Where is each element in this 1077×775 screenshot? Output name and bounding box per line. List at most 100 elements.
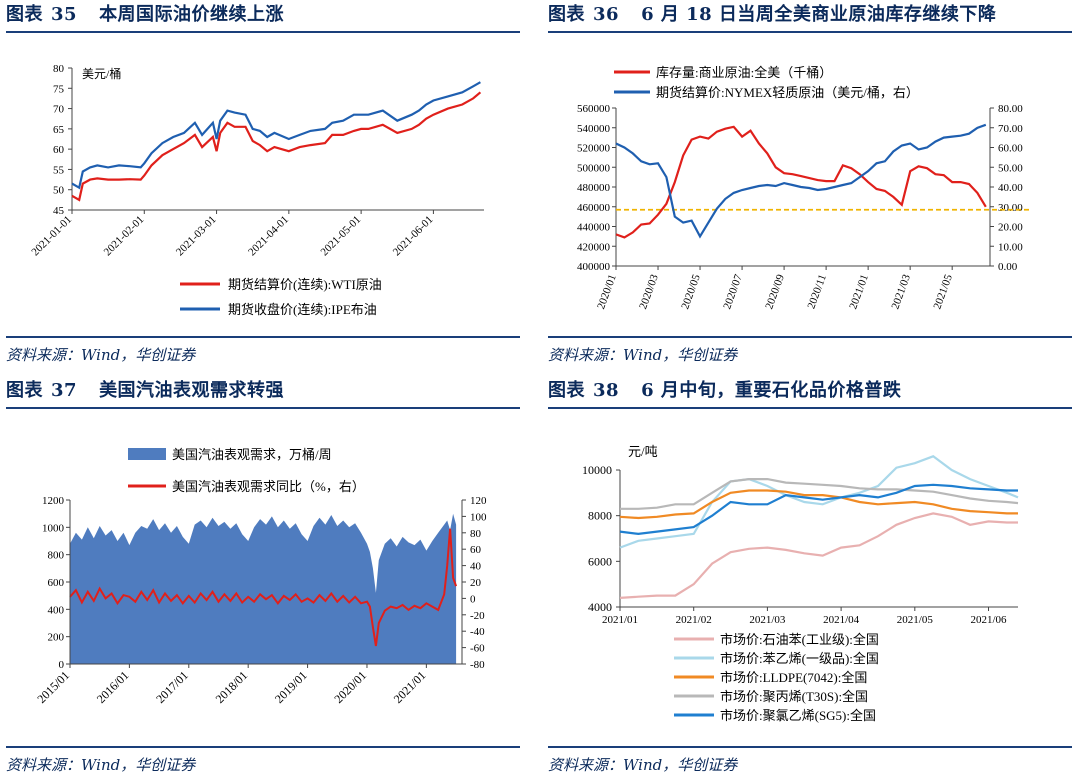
title-number: 36 (593, 4, 620, 25)
y-tick-label: 460000 (577, 202, 611, 214)
y2-tick-label: 80 (470, 528, 482, 540)
y2-tick-label: 100 (470, 511, 487, 523)
x-tick-label: 2021-03-01 (174, 214, 219, 259)
y-tick-label: 45 (53, 205, 65, 217)
title-prefix: 图表 (6, 4, 43, 25)
y-tick-label: 480000 (577, 182, 611, 194)
y-tick-label: 560000 (577, 103, 611, 115)
y2-tick-label: 80.00 (998, 103, 1023, 115)
y2-tick-label: 20 (470, 577, 482, 589)
y2-tick-label: 30.00 (998, 202, 1023, 214)
x-tick-label: 2021/03 (889, 272, 913, 310)
y-tick-label: 1000 (42, 522, 65, 534)
title-rule (548, 407, 1072, 409)
y-tick-label: 0 (59, 659, 65, 671)
chart-panel-35: 图表 35 本周国际油价继续上涨 45 50 55 60 65 70 75 80 美元/桶 2021-… (6, 0, 520, 370)
y-tick-label: 800 (48, 550, 65, 562)
legend-label: 市场价:苯乙烯(一级品):全国 (720, 651, 879, 666)
y-tick-label: 440000 (577, 222, 611, 234)
y-tick-label: 4000 (588, 600, 612, 614)
x-tick-label: 2021-06-01 (391, 214, 436, 259)
y-tick-label: 1200 (42, 495, 65, 507)
y2-tick-label: 0.00 (998, 261, 1018, 273)
y2-tick-label: 40 (470, 561, 482, 573)
y2-tick-label: 0 (470, 593, 476, 605)
legend-label: 市场价:LLDPE(7042):全国 (720, 670, 867, 685)
chart-35-svg: 45 50 55 60 65 70 75 80 美元/桶 2021-01-01 2021-02-01… (29, 63, 484, 317)
source-rule (548, 336, 1072, 338)
x-tick-label: 2020/05 (679, 272, 703, 310)
x-tick-label: 2020/09 (763, 272, 787, 310)
legend-label: 市场价:石油苯(工业级):全国 (720, 632, 879, 647)
y-tick-label: 50 (53, 185, 65, 197)
title-number: 38 (593, 380, 620, 401)
title-rule (6, 407, 520, 409)
x-tick-label: 2021-01-01 (29, 214, 74, 259)
series-line-1 (71, 91, 482, 202)
y2-tick-label: 60 (470, 544, 482, 556)
x-tick-label: 2021/01 (847, 273, 871, 311)
chart-panel-37: 图表 37 美国汽油表观需求转强 0 200 400 600 800 1000 1200 -80-… (6, 376, 520, 775)
title-rule (548, 31, 1072, 33)
series-line-4 (620, 478, 1019, 510)
y2-tick-label: -60 (470, 643, 485, 655)
y-tick-label: 80 (53, 63, 65, 75)
y2-tick-label: 20.00 (998, 222, 1023, 234)
series-line-2 (615, 123, 987, 239)
series-line-3 (619, 489, 1018, 520)
chart-title-36: 图表 36 6 月 18 日当周全美商业原油库存继续下降 (548, 0, 996, 30)
y2-tick-label: 120 (470, 495, 487, 507)
series-line-2 (619, 455, 1019, 549)
y-tick-label: 420000 (577, 241, 611, 253)
chart-source-36: 资料来源：Wind，华创证券 (548, 346, 738, 364)
title-rule (6, 31, 520, 33)
x-tick-label: 2021-02-01 (102, 214, 147, 259)
y-tick-label: 500000 (577, 162, 611, 174)
x-tick-label: 2021/01 (391, 668, 429, 706)
source-rule (548, 746, 1072, 748)
x-tick-label: 2021-04-01 (246, 214, 291, 259)
y-tick-label: 70 (53, 104, 65, 116)
y-axis-label: 美元/桶 (82, 66, 121, 81)
chart-panel-36: 图表 36 6 月 18 日当周全美商业原油库存继续下降 400000 420000 4… (548, 0, 1072, 370)
x-tick-label: 2021/03 (749, 614, 786, 626)
y-axis-label: 元/吨 (628, 444, 658, 459)
chart-panel-38: 图表 38 6 月中旬，重要石化品价格普跌 4000 6000 8000 10000 元/吨… (548, 376, 1072, 775)
x-tick-label: 2021/01 (602, 614, 638, 626)
x-tick-label: 2021/06 (970, 614, 1007, 626)
title-text: 6 月中旬，重要石化品价格普跌 (641, 380, 902, 401)
chart-source-37: 资料来源：Wind，华创证券 (6, 756, 196, 774)
y-tick-label: 60 (53, 144, 65, 156)
legend-label: 期货结算价(连续):WTI原油 (228, 277, 382, 292)
x-tick-label: 2020/03 (637, 272, 661, 310)
x-tick-label: 2021/04 (823, 614, 860, 626)
x-tick-label: 2016/01 (94, 668, 132, 706)
y2-tick-label: 70.00 (998, 123, 1023, 135)
x-tick-label: 2020/01 (595, 273, 619, 311)
x-tick-label: 2020/01 (331, 668, 369, 706)
chart-37-svg: 0 200 400 600 800 1000 1200 -80 -60 -40 -20 0 20 40 60… (34, 447, 487, 706)
y-tick-label: 540000 (577, 123, 611, 135)
series-line-1 (619, 512, 1018, 599)
chart-38-svg: 4000 6000 8000 10000 元/吨 2021/01 2021/02 2021/0… (582, 444, 1019, 723)
x-tick-label: 2021/02 (676, 614, 712, 626)
series-line-2 (69, 528, 458, 647)
source-rule (6, 336, 520, 338)
y-tick-label: 600 (48, 577, 65, 589)
x-tick-label: 2021/05 (897, 614, 934, 626)
y-tick-label: 520000 (577, 143, 611, 155)
legend-label: 库存量:商业原油:全美（千桶） (656, 65, 832, 80)
y2-tick-label: 40.00 (998, 182, 1023, 194)
legend-label: 市场价:聚丙烯(T30S):全国 (720, 689, 868, 704)
x-tick-label: 2018/01 (213, 668, 251, 706)
y2-tick-label: 50.00 (998, 162, 1023, 174)
y-tick-label: 75 (53, 83, 65, 95)
y2-tick-label: 10.00 (998, 241, 1023, 253)
title-number: 35 (51, 4, 78, 25)
title-prefix: 图表 (6, 380, 43, 401)
y-tick-label: 400000 (577, 261, 611, 273)
x-tick-label: 2015/01 (34, 668, 72, 706)
chart-source-38: 资料来源：Wind，华创证券 (548, 756, 738, 774)
legend-label: 美国汽油表观需求同比（%，右） (172, 479, 365, 494)
chart-title-35: 图表 35 本周国际油价继续上涨 (6, 0, 284, 30)
